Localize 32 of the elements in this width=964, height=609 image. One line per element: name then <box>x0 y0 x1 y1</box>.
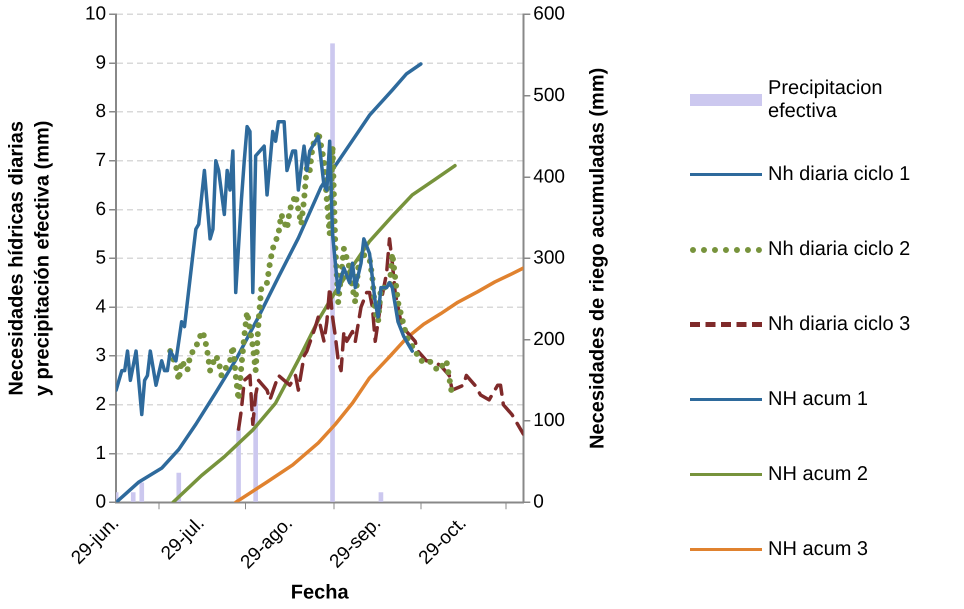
bar <box>139 482 144 502</box>
y2-tick-label: 500 <box>533 84 565 106</box>
bar <box>130 492 136 502</box>
x-axis-title: Fecha <box>290 582 350 604</box>
y-tick-label: 10 <box>84 4 106 25</box>
y2-tick-label: 100 <box>533 410 565 432</box>
legend-label: Nh diaria ciclo 3 <box>768 313 910 336</box>
y-axis-title: Necesidades hídricas diarias y precipitación efectiva (mm) <box>6 120 54 396</box>
y-tick-label: 3 <box>96 345 106 366</box>
line-series <box>236 237 524 436</box>
legend-label: Nh diaria ciclo 2 <box>768 238 910 261</box>
y2-tick-label: 300 <box>533 248 565 269</box>
legend-label: Nh diaria ciclo 1 <box>768 163 910 186</box>
legend-label: Precipitacion efectiva <box>768 76 884 122</box>
legend-label: NH acum 3 <box>768 538 868 561</box>
y-tick-label: 8 <box>96 101 106 122</box>
y2-tick-label: 0 <box>533 492 544 513</box>
y-tick-label: 6 <box>96 198 106 220</box>
bar <box>378 492 384 502</box>
y-tick-label: 0 <box>96 492 106 513</box>
y-tick-label: 2 <box>96 394 106 415</box>
legend-label: NH acum 1 <box>768 388 868 411</box>
legend-label: NH acum 2 <box>768 463 868 486</box>
y2-tick-label: 600 <box>533 4 565 25</box>
y-tick-label: 1 <box>96 442 106 464</box>
y-tick-label: 5 <box>96 248 106 269</box>
y-tick-label: 9 <box>96 52 106 74</box>
y-tick-label: 7 <box>96 150 106 172</box>
y2-tick-label: 400 <box>533 166 565 188</box>
y-tick-label: 4 <box>96 296 107 318</box>
y2-axis-title: Necesidades de riego acumuladas (mm) <box>586 68 609 449</box>
y2-tick-label: 200 <box>533 328 565 350</box>
